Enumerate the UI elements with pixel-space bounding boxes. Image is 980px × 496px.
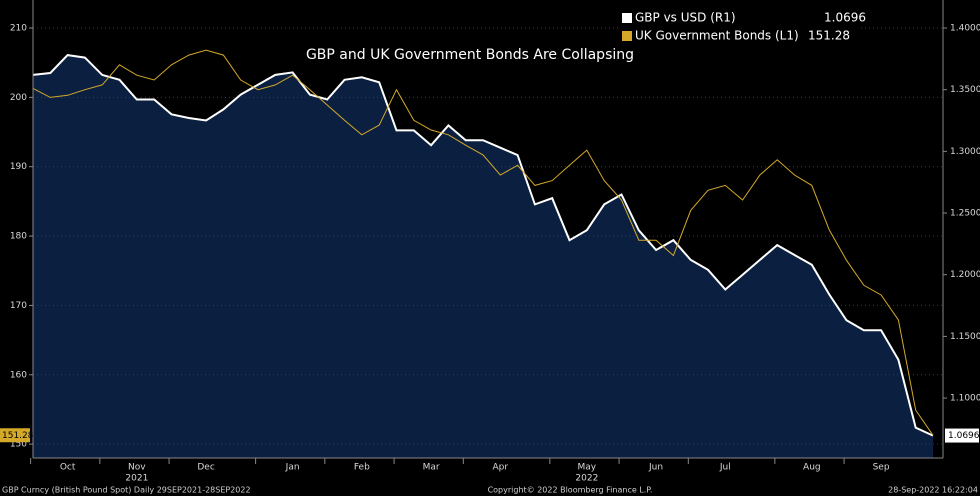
footer-right: 28-Sep-2022 16:22:04: [888, 486, 978, 495]
x-tick-label: Dec: [197, 463, 214, 473]
legend-value: 151.28: [808, 29, 850, 43]
x-tick-label: Mar: [423, 463, 440, 473]
x-tick-label: Oct: [60, 463, 76, 473]
legend-swatch: [622, 31, 632, 41]
plot-area: [32, 27, 943, 458]
y-tick-label: 210: [10, 24, 27, 34]
x-tick-label: Aug: [803, 463, 821, 473]
x-group-label: 2022: [575, 474, 598, 484]
legend-label: GBP vs USD (R1): [635, 11, 736, 25]
end-tag: [0, 428, 30, 443]
chart-title: GBP and UK Government Bonds Are Collapsi…: [306, 47, 634, 63]
y2-tick-label: 1.4000: [950, 24, 980, 34]
y-tick-label: 170: [10, 301, 27, 311]
x-tick-label: Nov: [128, 463, 146, 473]
series-line: [32, 49, 934, 436]
y-tick-label: 160: [10, 370, 27, 380]
end-tag-label: 1.0696: [948, 431, 980, 441]
x-tick-label: Feb: [354, 463, 370, 473]
series-line: [32, 54, 934, 437]
y2-tick-label: 1.3500: [950, 85, 980, 95]
x-tick-label: May: [578, 463, 597, 473]
x-group-label: 2021: [125, 474, 148, 484]
y2-tick-label: 1.2000: [950, 270, 980, 280]
y2-tick-label: 1.1500: [950, 332, 980, 342]
y-tick-label: 180: [10, 232, 27, 242]
legend-label: UK Government Bonds (L1): [635, 29, 799, 43]
legend-value: 1.0696: [824, 11, 866, 25]
legend: GBP vs USD (R1) 1.0696 UK Government Bonds…: [618, 8, 866, 48]
x-tick-label: Jun: [648, 463, 663, 473]
y2-tick-label: 1.3000: [950, 147, 980, 157]
x-tick-label: Jan: [285, 463, 300, 473]
footer-center: Copyright© 2022 Bloomberg Finance L.P.: [488, 486, 653, 495]
axes: 150 160 170 180 190 200 210 1.1000 1.1500 1.2000 1…: [0, 24, 980, 484]
x-tick-label: Sep: [873, 463, 890, 473]
series-area: [33, 55, 933, 458]
x-tick-label: Jul: [719, 463, 731, 473]
footer-left: GBP Curncy (British Pound Spot) Daily 29…: [2, 486, 251, 495]
legend-box: [618, 8, 860, 48]
x-tick-label: Apr: [493, 463, 509, 473]
y2-tick-label: 1.2500: [950, 209, 980, 219]
y-tick-label: 200: [10, 93, 27, 103]
end-tag: [945, 428, 979, 443]
y-tick-label: 190: [10, 162, 27, 172]
y-tick-label: 150: [10, 440, 27, 450]
y2-tick-label: 1.1000: [950, 394, 980, 404]
end-tag-label: 151.28: [2, 431, 34, 441]
legend-swatch: [622, 13, 632, 23]
